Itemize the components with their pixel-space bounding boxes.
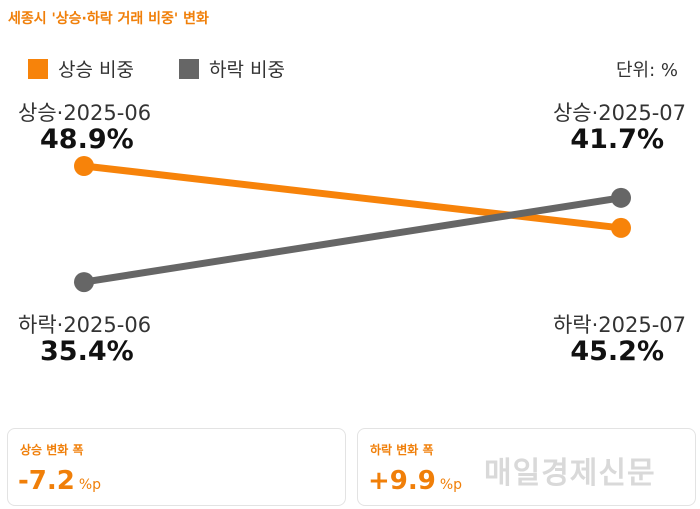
label-head-up-2025-07: 상승·2025-07 [553,101,686,125]
label-head-down-2025-07: 하락·2025-07 [553,313,686,337]
card-down-label: 하락 변화 폭 [370,443,434,457]
point-down-2025-06 [74,272,94,293]
label-head-up-2025-06: 상승·2025-06 [18,101,151,125]
label-head-down-2025-06: 하락·2025-06 [18,313,151,337]
card-up-value: -7.2 [18,466,75,496]
legend-swatch-down [178,58,199,79]
point-up-2025-06 [74,156,94,176]
point-up-2025-07 [611,217,631,238]
label-value-down-2025-06: 35.4% [40,336,134,367]
card-up-value-wrap: -7.2 %p [18,466,101,496]
unit-label: 단위: % [615,60,678,81]
chart-title: 세종시 '상승·하락 거래 비중' 변화 [8,11,209,27]
label-value-up-2025-07: 41.7% [570,124,664,155]
card-down-unit: %p [439,477,463,493]
card-up-change: 상승 변화 폭 -7.2 %p [7,428,346,506]
card-down-value-wrap: +9.9 %p [368,466,462,496]
legend-item-down: 하락 비중 [178,55,285,82]
card-down-value: +9.9 [368,466,436,496]
legend-swatch-up [28,58,48,79]
series-line-up [80,162,625,232]
legend-item-up: 상승 비중 [28,55,134,82]
point-down-2025-07 [611,187,631,208]
watermark-logo: 매일경제신문 [484,456,656,491]
card-up-unit: %p [78,477,102,493]
legend-label-down: 하락 비중 [208,59,285,81]
card-up-label: 상승 변화 폭 [20,443,84,457]
card-down-change: 하락 변화 폭 +9.9 %p [357,428,696,506]
label-value-down-2025-07: 45.2% [570,336,664,367]
legend-label-up: 상승 비중 [58,59,134,81]
label-value-up-2025-06: 48.9% [40,124,134,155]
legend: 상승 비중 하락 비중 [28,55,330,82]
series-line-down [80,194,625,286]
